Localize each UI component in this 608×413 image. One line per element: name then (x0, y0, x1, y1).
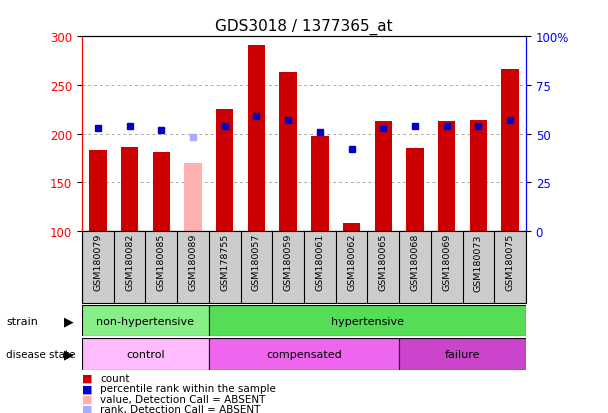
Bar (153, 153, 170, 231)
Bar (406, 149, 424, 231)
Text: GSM180062: GSM180062 (347, 233, 356, 291)
Title: GDS3018 / 1377365_at: GDS3018 / 1377365_at (215, 18, 393, 34)
Text: non-hypertensive: non-hypertensive (97, 316, 195, 326)
Text: failure: failure (445, 349, 480, 359)
Bar (469, 121, 487, 231)
Text: GSM180059: GSM180059 (284, 233, 292, 291)
Text: GSM180068: GSM180068 (410, 233, 420, 291)
Text: ■: ■ (82, 383, 92, 393)
Bar (502, 70, 519, 231)
Text: GSM180089: GSM180089 (188, 233, 198, 291)
Text: percentile rank within the sample: percentile rank within the sample (100, 383, 276, 393)
Bar (82, 306, 209, 337)
Bar (184, 163, 202, 231)
Text: ■: ■ (82, 404, 92, 413)
Text: compensated: compensated (266, 349, 342, 359)
Bar (438, 121, 455, 231)
Text: GSM180079: GSM180079 (94, 233, 102, 291)
Bar (375, 121, 392, 231)
Text: ▶: ▶ (64, 348, 74, 361)
Bar (216, 110, 233, 231)
Text: ■: ■ (82, 394, 92, 404)
Text: hypertensive: hypertensive (331, 316, 404, 326)
Text: GSM180085: GSM180085 (157, 233, 166, 291)
Bar (280, 73, 297, 231)
Text: GSM180069: GSM180069 (442, 233, 451, 291)
Bar (121, 148, 139, 231)
Bar (209, 306, 526, 337)
Text: disease state: disease state (6, 349, 75, 359)
Text: control: control (126, 349, 165, 359)
Bar (343, 223, 361, 231)
Bar (311, 137, 328, 231)
Text: count: count (100, 373, 130, 383)
Bar (82, 339, 209, 370)
Text: ■: ■ (82, 373, 92, 383)
Text: strain: strain (6, 316, 38, 326)
Text: GSM180073: GSM180073 (474, 233, 483, 291)
Text: GSM180057: GSM180057 (252, 233, 261, 291)
Text: GSM180061: GSM180061 (316, 233, 324, 291)
Text: GSM178755: GSM178755 (220, 233, 229, 291)
Text: GSM180065: GSM180065 (379, 233, 388, 291)
Bar (247, 46, 265, 231)
Text: ▶: ▶ (64, 315, 74, 328)
Bar (209, 339, 399, 370)
Text: rank, Detection Call = ABSENT: rank, Detection Call = ABSENT (100, 404, 261, 413)
Bar (89, 151, 106, 231)
Text: value, Detection Call = ABSENT: value, Detection Call = ABSENT (100, 394, 266, 404)
Text: GSM180075: GSM180075 (506, 233, 514, 291)
Bar (399, 339, 526, 370)
Text: GSM180082: GSM180082 (125, 233, 134, 291)
